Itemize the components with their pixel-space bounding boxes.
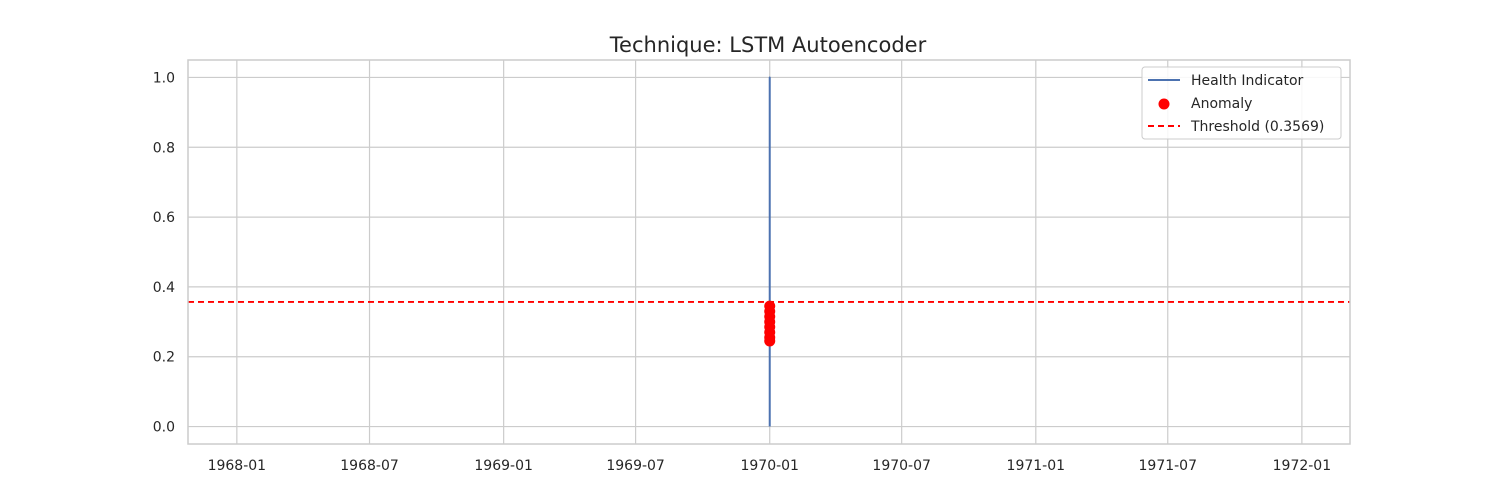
x-tick-label: 1969-01 <box>474 458 533 474</box>
legend-label-health-indicator: Health Indicator <box>1191 73 1304 89</box>
tick-labels: 1968-01 1968-07 1969-01 1969-07 1970-01 1970-… <box>153 70 1331 474</box>
x-tick-label: 1970-01 <box>740 458 799 474</box>
x-tick-label: 1972-01 <box>1273 458 1332 474</box>
legend: Health Indicator Anomaly Threshold (0.35… <box>1141 66 1342 140</box>
plot-frame <box>187 59 1351 445</box>
legend-label-anomaly: Anomaly <box>1191 96 1252 112</box>
series-layer <box>764 76 776 427</box>
x-tick-label: 1968-01 <box>208 458 267 474</box>
x-tick-label: 1970-07 <box>872 458 931 474</box>
x-tick-label: 1968-07 <box>340 458 399 474</box>
y-tick-label: 0.0 <box>153 420 175 436</box>
x-tick-label: 1971-07 <box>1139 458 1198 474</box>
x-tick-label: 1971-01 <box>1007 458 1066 474</box>
y-tick-label: 1.0 <box>153 70 175 86</box>
y-tick-label: 0.8 <box>153 140 175 156</box>
y-tick-label: 0.4 <box>153 280 175 296</box>
legend-marker-swatch <box>1158 98 1170 110</box>
anomaly-point <box>764 300 776 312</box>
y-tick-label: 0.2 <box>153 350 175 366</box>
legend-box <box>1141 66 1342 140</box>
chart-title: Technique: LSTM Autoencoder <box>609 33 927 57</box>
x-tick-label: 1969-07 <box>606 458 665 474</box>
legend-label-threshold: Threshold (0.3569) <box>1190 119 1324 135</box>
y-tick-label: 0.6 <box>153 210 175 226</box>
